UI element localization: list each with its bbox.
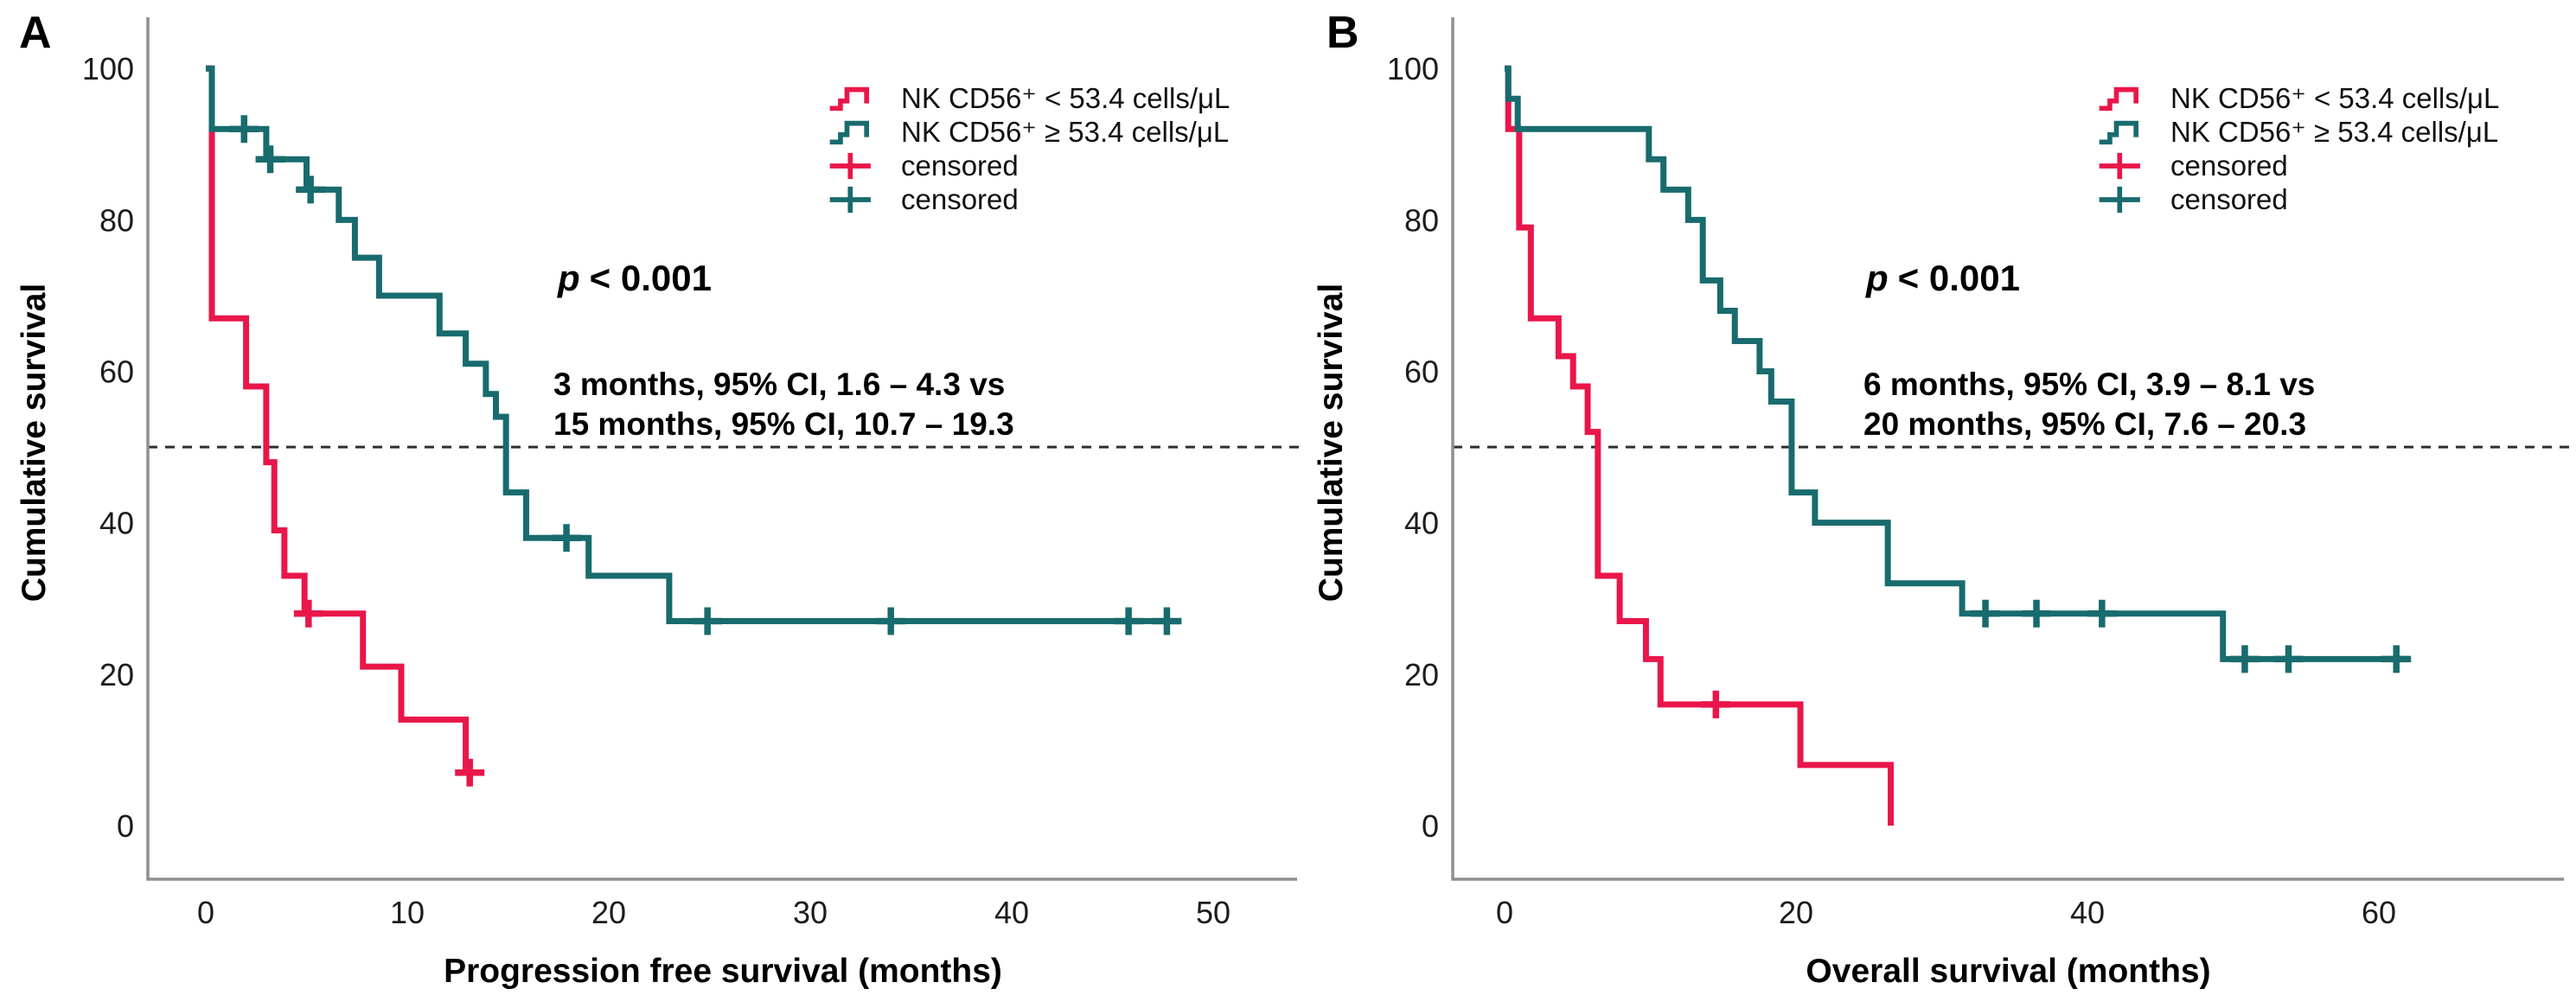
km-step-icon	[829, 120, 869, 144]
panel-a-y-axis-title: Cumulative survival	[16, 283, 53, 603]
y-tick-label: 0	[117, 808, 134, 844]
y-tick-label: 100	[82, 51, 134, 86]
censor-mark	[2229, 645, 2260, 673]
panel-a-letter: A	[19, 8, 52, 58]
axis-lines	[1451, 17, 2564, 881]
p-value-text: < 0.001	[1897, 258, 2020, 298]
y-tick-label: 100	[1387, 51, 1439, 86]
km-step-icon	[2099, 86, 2138, 111]
x-tick-label: 50	[1196, 895, 1230, 930]
y-tick-label: 80	[99, 202, 134, 238]
panel-a-median-ci-annotation: 3 months, 95% CI, 1.6 – 4.3 vs 15 months…	[553, 365, 1014, 444]
censored-plus-icon	[2099, 152, 2140, 179]
ci-line-high-group: 15 months, 95% CI, 10.7 – 19.3	[553, 406, 1014, 442]
km-curve-panel-B-series-1	[1505, 65, 2401, 662]
legend-label: NK CD56⁺ < 53.4 cells/μL	[2170, 82, 2500, 114]
x-tick-label: 0	[197, 895, 214, 930]
x-tick-label: 40	[2070, 895, 2105, 930]
censor-mark	[876, 607, 906, 635]
legend-item-high-group: NK CD56⁺ ≥ 53.4 cells/μL	[2095, 115, 2499, 149]
km-step-icon	[2099, 120, 2138, 144]
censored-plus-icon	[829, 152, 871, 179]
y-tick-label: 20	[1404, 657, 1439, 692]
x-tick-label: 40	[994, 895, 1029, 930]
y-tick-label: 40	[99, 506, 134, 541]
x-tick-label: 0	[1496, 895, 1513, 930]
y-tick-label: 20	[99, 657, 134, 692]
x-tick-label: 10	[390, 895, 425, 930]
censor-mark	[1701, 690, 1731, 718]
censor-mark	[2273, 645, 2304, 673]
legend-item-censored-high: censored	[2095, 182, 2499, 216]
x-tick-label: 60	[2362, 895, 2396, 930]
y-tick-label: 60	[99, 354, 134, 390]
legend-item-low-group: NK CD56⁺ < 53.4 cells/μL	[2095, 81, 2499, 115]
y-tick-label: 0	[1422, 808, 1439, 844]
panel-b-y-axis-title: Cumulative survival	[1313, 283, 1350, 603]
panel-a-p-value: p < 0.001	[558, 258, 712, 299]
censor-mark	[455, 758, 485, 787]
censor-mark	[1114, 607, 1144, 635]
p-symbol: p	[558, 258, 580, 298]
legend-item-censored-high: censored	[826, 182, 1230, 216]
censor-mark	[693, 607, 723, 635]
ci-line-high-group: 20 months, 95% CI, 7.6 – 20.3	[1863, 406, 2307, 442]
km-curve-panel-A-series-1	[206, 65, 1179, 625]
x-tick-label: 20	[1779, 895, 1813, 930]
y-tick-label: 40	[1404, 506, 1439, 541]
p-symbol: p	[1866, 258, 1889, 298]
censored-plus-icon	[829, 186, 871, 213]
censor-mark	[296, 175, 326, 204]
y-tick-label: 60	[1404, 354, 1439, 390]
panel-a-legend: NK CD56⁺ < 53.4 cells/μL NK CD56⁺ ≥ 53.4…	[826, 81, 1230, 216]
km-curve-panel-B-series-0	[1505, 65, 1895, 826]
ci-line-low-group: 3 months, 95% CI, 1.6 – 4.3 vs	[553, 367, 1006, 402]
p-value-text: < 0.001	[589, 258, 712, 298]
x-tick-label: 30	[793, 895, 828, 930]
panel-b-legend: NK CD56⁺ < 53.4 cells/μL NK CD56⁺ ≥ 53.4…	[2095, 81, 2499, 216]
censor-mark	[2022, 599, 2052, 628]
censor-mark	[1971, 599, 2001, 628]
km-curve-panel-A-series-0	[206, 65, 474, 776]
panel-b-letter: B	[1326, 8, 1359, 58]
legend-item-censored-low: censored	[2095, 149, 2499, 182]
legend-label: censored	[901, 183, 1019, 215]
panel-a-x-axis-title: Progression free survival (months)	[444, 953, 1002, 990]
censor-mark	[229, 115, 259, 144]
censored-plus-icon	[2099, 186, 2140, 213]
legend-item-high-group: NK CD56⁺ ≥ 53.4 cells/μL	[826, 115, 1230, 149]
panel-b-p-value: p < 0.001	[1866, 258, 2020, 299]
legend-item-low-group: NK CD56⁺ < 53.4 cells/μL	[826, 81, 1230, 115]
censor-mark	[255, 145, 285, 174]
legend-item-censored-low: censored	[826, 149, 1230, 182]
legend-label: censored	[901, 150, 1019, 182]
censor-mark	[2381, 645, 2412, 673]
censor-mark	[552, 524, 582, 552]
km-step-icon	[829, 86, 869, 111]
ci-line-low-group: 6 months, 95% CI, 3.9 – 8.1 vs	[1863, 367, 2316, 402]
y-tick-label: 80	[1404, 202, 1439, 238]
x-tick-label: 20	[591, 895, 626, 930]
censor-mark	[293, 599, 323, 628]
panel-b-x-axis-title: Overall survival (months)	[1806, 953, 2211, 990]
legend-label: censored	[2170, 183, 2288, 215]
censor-mark	[2087, 599, 2117, 628]
legend-label: censored	[2170, 150, 2288, 182]
panel-b-median-ci-annotation: 6 months, 95% CI, 3.9 – 8.1 vs 20 months…	[1863, 365, 2315, 444]
legend-label: NK CD56⁺ ≥ 53.4 cells/μL	[2170, 116, 2499, 148]
legend-label: NK CD56⁺ < 53.4 cells/μL	[901, 82, 1230, 114]
legend-label: NK CD56⁺ ≥ 53.4 cells/μL	[901, 116, 1230, 148]
axis-lines	[146, 17, 1297, 881]
censor-mark	[1152, 607, 1182, 635]
